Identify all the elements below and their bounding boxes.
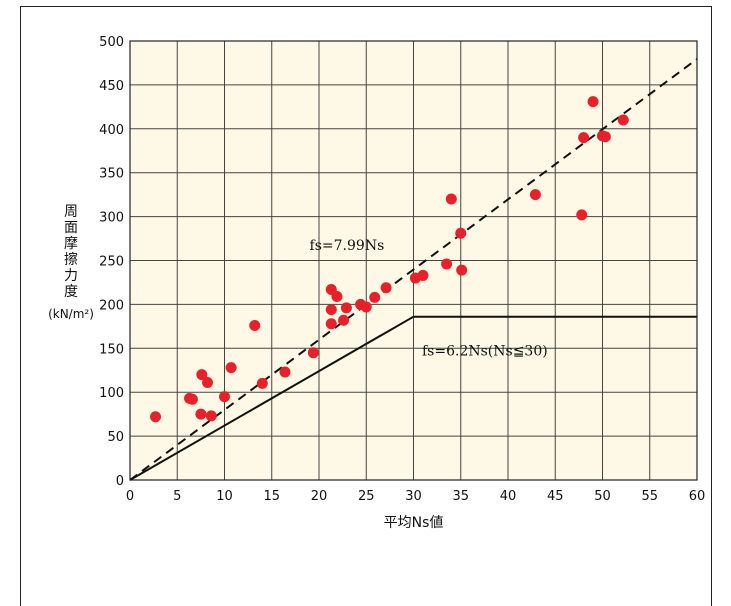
y-tick-label: 100 [99,386,124,401]
data-point [325,318,337,330]
x-tick-label: 25 [358,489,375,504]
data-point [307,347,319,359]
solid-design-line [129,315,697,481]
data-point [201,377,213,389]
dashed-line-label: fs=7.99Ns [310,238,385,254]
y-tick-labels: 0 50 100 150 200 250 300 350 400 450 500 [99,35,124,489]
data-point [578,132,590,144]
plot-border [129,40,698,481]
figure-frame [20,6,712,606]
x-tick-label: 40 [500,489,517,504]
data-point [205,410,217,422]
y-tick-label: 500 [99,35,124,50]
data-point [331,290,343,302]
data-point [340,302,352,314]
data-point [196,369,208,381]
x-tick-label: 50 [594,489,611,504]
data-point [256,377,268,389]
data-point [455,227,467,239]
x-tick-label: 20 [311,489,328,504]
data-point [441,258,453,270]
x-tick-labels: 0 5 10 15 20 25 30 35 40 45 50 55 60 [126,489,705,504]
y-axis-label-char: 周 [64,204,78,220]
y-axis-label-char: 度 [64,284,78,300]
data-point [225,362,237,374]
dashed-fit-line [129,58,698,481]
data-point [529,189,541,201]
x-tick-label: 10 [216,489,233,504]
data-point [445,193,457,205]
data-point [219,391,230,403]
x-tick-label: 35 [452,489,469,504]
x-tick-label: 0 [126,489,134,504]
data-point [279,366,291,378]
y-tick-label: 150 [99,342,124,357]
y-tick-label: 200 [99,298,124,313]
data-point [325,304,337,316]
data-point [417,269,429,281]
y-tick-label: 350 [99,167,124,182]
data-point [360,301,372,313]
data-point [150,411,162,423]
data-point [249,319,261,331]
chart: 0 5 10 15 20 25 30 35 40 45 50 55 60 0 50 100 150 200 250… [48,35,705,531]
data-point [617,114,629,126]
data-point [369,291,381,303]
data-points [150,96,629,423]
y-axis-label-char: 面 [64,220,78,236]
y-axis-label-char: 摩 [64,235,78,252]
data-point [599,131,611,143]
x-tick-label: 55 [641,489,658,504]
data-point [587,96,599,108]
y-tick-label: 400 [99,123,124,138]
x-tick-label: 15 [263,489,280,504]
y-tick-label: 300 [99,211,124,226]
x-tick-label: 45 [547,489,564,504]
data-point [380,282,392,294]
data-point [456,264,468,276]
x-tick-label: 5 [173,489,181,504]
solid-line-label: fs=6.2Ns(Ns≦30) [422,343,548,359]
y-axis-label-char: 擦 [64,251,78,268]
y-tick-label: 250 [99,255,124,270]
data-point [195,408,207,420]
reference-lines [129,58,698,481]
x-tick-label: 30 [405,489,422,504]
x-axis-label: 平均Ns値 [384,515,444,531]
y-axis-label-char: 力 [64,268,78,284]
y-axis-unit: (kN/m²) [48,307,94,321]
y-tick-label: 450 [99,79,124,94]
y-tick-label: 50 [107,430,124,445]
data-point [338,314,350,326]
data-point [186,393,198,405]
y-tick-label: 0 [116,474,124,489]
data-point [576,209,588,221]
x-tick-label: 60 [689,489,706,504]
